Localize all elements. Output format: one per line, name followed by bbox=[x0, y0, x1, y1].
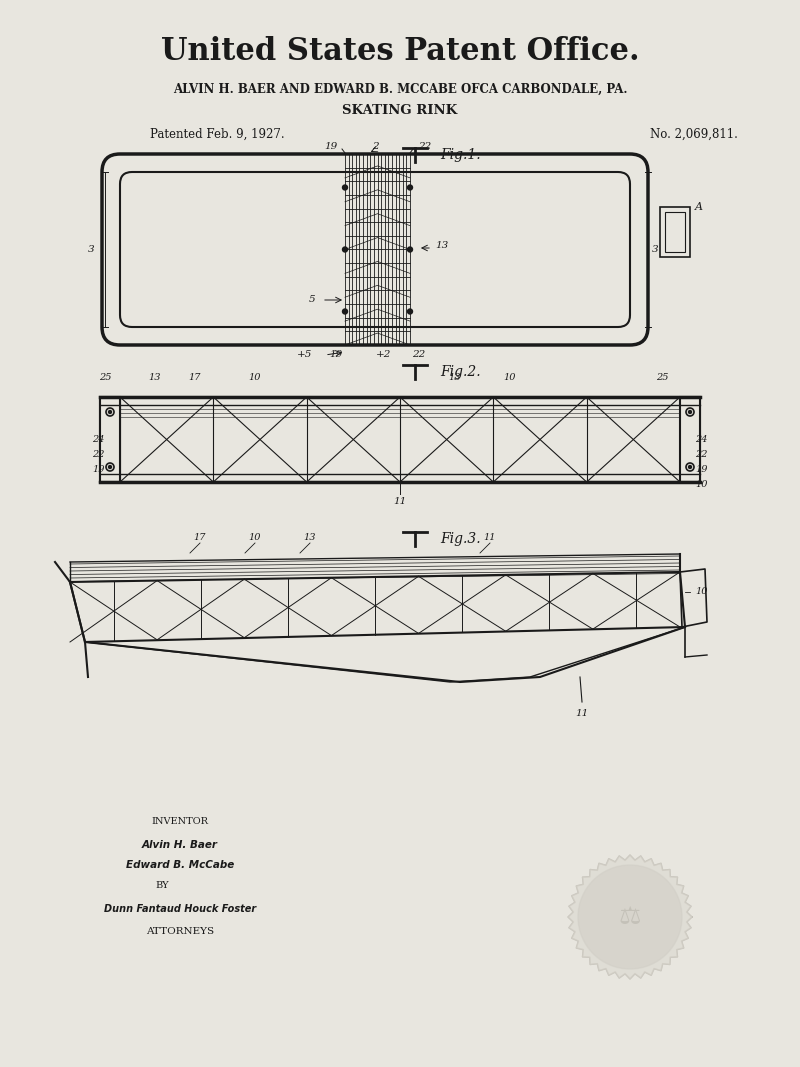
Circle shape bbox=[407, 246, 413, 252]
Text: 22: 22 bbox=[695, 450, 707, 459]
Bar bbox=[100, 397, 700, 482]
Text: BY: BY bbox=[155, 880, 169, 890]
Circle shape bbox=[689, 465, 691, 468]
Text: 3: 3 bbox=[88, 245, 95, 254]
Text: United States Patent Office.: United States Patent Office. bbox=[161, 36, 639, 67]
Text: 3: 3 bbox=[652, 245, 658, 254]
Text: 10: 10 bbox=[695, 480, 707, 489]
Text: Fig.1.: Fig.1. bbox=[440, 148, 481, 162]
Text: 13: 13 bbox=[304, 534, 316, 542]
Circle shape bbox=[109, 465, 111, 468]
Circle shape bbox=[342, 185, 347, 190]
Text: SKATING RINK: SKATING RINK bbox=[342, 103, 458, 116]
Circle shape bbox=[689, 411, 691, 414]
Text: Dunn Fantaud Houck Foster: Dunn Fantaud Houck Foster bbox=[104, 904, 256, 914]
Circle shape bbox=[407, 185, 413, 190]
Text: ATTORNEYS: ATTORNEYS bbox=[146, 927, 214, 937]
Bar bbox=[100, 397, 120, 482]
Text: 22: 22 bbox=[93, 450, 105, 459]
Text: 24: 24 bbox=[695, 435, 707, 444]
Text: 17: 17 bbox=[194, 534, 206, 542]
Circle shape bbox=[342, 246, 347, 252]
Text: ALVIN H. BAER AND EDWARD B. MCCABE OFCA CARBONDALE, PA.: ALVIN H. BAER AND EDWARD B. MCCABE OFCA … bbox=[173, 82, 627, 96]
Bar bbox=[665, 212, 685, 252]
Text: 11: 11 bbox=[394, 497, 406, 506]
Text: 25: 25 bbox=[656, 373, 668, 382]
Text: 25: 25 bbox=[98, 373, 111, 382]
Text: +5: +5 bbox=[297, 350, 312, 359]
Text: INVENTOR: INVENTOR bbox=[151, 817, 209, 827]
Text: A: A bbox=[695, 202, 703, 212]
Text: 22: 22 bbox=[418, 142, 431, 152]
Text: 10: 10 bbox=[504, 373, 516, 382]
Text: 22: 22 bbox=[412, 350, 426, 359]
Bar bbox=[680, 397, 700, 482]
Text: 17: 17 bbox=[189, 373, 202, 382]
Text: 19: 19 bbox=[93, 465, 105, 474]
Circle shape bbox=[578, 865, 682, 969]
Polygon shape bbox=[70, 572, 685, 642]
Text: Fig.2.: Fig.2. bbox=[440, 365, 481, 379]
Text: 19: 19 bbox=[325, 142, 338, 152]
Text: Alvin H. Baer: Alvin H. Baer bbox=[142, 840, 218, 850]
FancyBboxPatch shape bbox=[102, 154, 648, 345]
Text: 19: 19 bbox=[695, 465, 707, 474]
FancyBboxPatch shape bbox=[120, 172, 630, 327]
Text: 2: 2 bbox=[372, 142, 378, 152]
Text: 10: 10 bbox=[695, 588, 707, 596]
Text: 10: 10 bbox=[249, 534, 262, 542]
Text: ⚖: ⚖ bbox=[619, 905, 641, 929]
Circle shape bbox=[109, 411, 111, 414]
Text: 24: 24 bbox=[93, 435, 105, 444]
Text: 19: 19 bbox=[330, 350, 343, 359]
Polygon shape bbox=[680, 569, 707, 627]
Circle shape bbox=[342, 309, 347, 314]
Text: 11: 11 bbox=[484, 534, 496, 542]
Bar bbox=[660, 207, 690, 257]
Text: Fig.3.: Fig.3. bbox=[440, 532, 481, 546]
Text: Edward B. McCabe: Edward B. McCabe bbox=[126, 860, 234, 870]
Text: 5: 5 bbox=[308, 294, 315, 304]
Text: 13: 13 bbox=[435, 241, 448, 250]
Text: 13: 13 bbox=[449, 373, 462, 382]
Text: No. 2,069,811.: No. 2,069,811. bbox=[650, 127, 738, 141]
Text: 13: 13 bbox=[149, 373, 162, 382]
Text: +2: +2 bbox=[376, 350, 391, 359]
Text: Patented Feb. 9, 1927.: Patented Feb. 9, 1927. bbox=[150, 127, 285, 141]
Text: 10: 10 bbox=[249, 373, 262, 382]
Text: 11: 11 bbox=[575, 708, 589, 718]
Circle shape bbox=[407, 309, 413, 314]
Polygon shape bbox=[568, 855, 692, 980]
